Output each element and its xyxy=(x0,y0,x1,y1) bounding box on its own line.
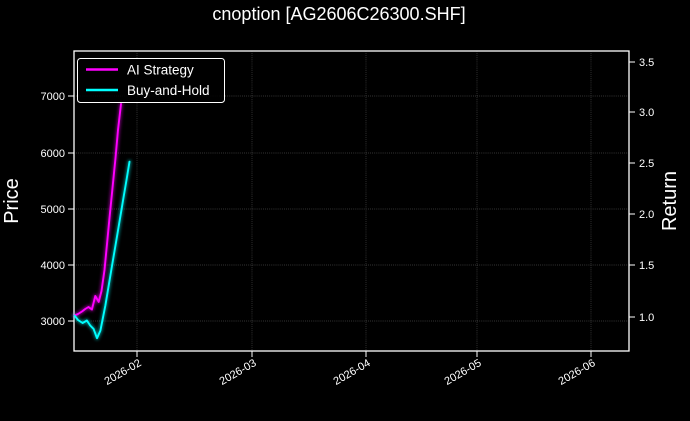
svg-text:1.5: 1.5 xyxy=(639,260,654,272)
svg-text:cnoption [AG2606C26300.SHF]: cnoption [AG2606C26300.SHF] xyxy=(212,4,465,24)
svg-text:6000: 6000 xyxy=(41,148,65,160)
svg-text:4000: 4000 xyxy=(41,260,65,272)
svg-text:3.0: 3.0 xyxy=(639,107,654,119)
svg-text:3000: 3000 xyxy=(41,316,65,328)
svg-text:2.5: 2.5 xyxy=(639,158,654,170)
svg-text:2.0: 2.0 xyxy=(639,209,654,221)
svg-text:7000: 7000 xyxy=(41,91,65,103)
svg-text:1.0: 1.0 xyxy=(639,312,654,324)
svg-text:Buy-and-Hold: Buy-and-Hold xyxy=(127,83,210,98)
svg-text:Price: Price xyxy=(1,178,23,224)
svg-text:AI Strategy: AI Strategy xyxy=(127,63,194,78)
svg-text:3.5: 3.5 xyxy=(639,57,654,69)
svg-text:Return: Return xyxy=(659,171,681,231)
svg-text:5000: 5000 xyxy=(41,204,65,216)
